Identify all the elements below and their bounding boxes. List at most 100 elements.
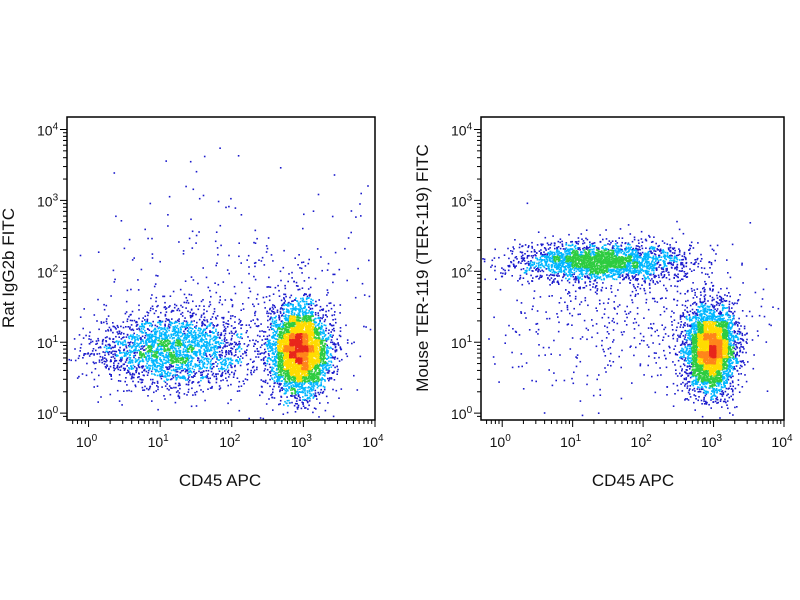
- density-dot: [215, 316, 217, 319]
- density-dot: [264, 379, 267, 382]
- density-dot: [199, 371, 202, 374]
- density-dot: [169, 359, 172, 362]
- density-dot: [224, 358, 226, 361]
- density-dot: [327, 362, 329, 365]
- density-dot: [282, 350, 284, 353]
- density-dot: [195, 234, 198, 237]
- density-dot: [110, 295, 112, 297]
- density-dot: [141, 381, 144, 383]
- density-dot: [185, 379, 187, 381]
- density-dot: [327, 372, 330, 374]
- density-dot: [145, 340, 147, 342]
- density-dot: [164, 313, 167, 316]
- density-dot: [192, 351, 194, 353]
- density-dot: [110, 359, 112, 361]
- density-dot: [152, 346, 155, 348]
- density-dot: [138, 327, 140, 330]
- density-dot: [128, 342, 131, 344]
- density-dot: [334, 318, 337, 321]
- density-dot: [200, 389, 202, 391]
- density-dot: [145, 322, 147, 325]
- density-dot: [310, 298, 312, 301]
- density-dot: [276, 364, 278, 367]
- density-dot: [162, 330, 164, 333]
- density-dot: [183, 354, 186, 356]
- density-dot: [145, 358, 148, 360]
- density-dot: [114, 346, 116, 348]
- density-dot: [174, 373, 177, 376]
- density-dot: [197, 359, 199, 362]
- density-dot: [148, 368, 151, 371]
- density-dot: [191, 367, 194, 370]
- density-dot: [198, 345, 200, 348]
- density-dot: [252, 319, 254, 321]
- density-dot: [283, 298, 286, 300]
- density-dot: [294, 382, 297, 384]
- density-dot: [324, 375, 326, 377]
- density-dot: [129, 326, 131, 328]
- density-dot: [167, 325, 170, 327]
- density-dot: [150, 334, 153, 337]
- density-dot: [172, 337, 174, 339]
- density-dot: [186, 327, 189, 329]
- density-dot: [215, 378, 218, 381]
- density-dot: [294, 411, 297, 413]
- density-dot: [313, 360, 315, 362]
- density-dot: [284, 284, 286, 287]
- density-dot: [74, 348, 76, 350]
- density-dot: [145, 365, 147, 367]
- density-dot: [287, 374, 289, 377]
- density-dot: [307, 321, 310, 324]
- density-dot: [275, 371, 277, 374]
- density-dot: [306, 378, 309, 380]
- density-dot: [277, 375, 279, 377]
- density-dot: [284, 389, 287, 392]
- density-dot: [177, 366, 180, 369]
- density-dot: [323, 364, 325, 367]
- density-dot: [97, 401, 99, 403]
- density-dot: [351, 342, 353, 345]
- density-dot: [143, 355, 146, 357]
- density-dot: [165, 311, 168, 313]
- density-dot: [281, 386, 283, 389]
- density-dot: [160, 359, 163, 361]
- density-dot: [246, 349, 248, 351]
- density-dot: [154, 340, 157, 343]
- density-dot: [103, 303, 105, 306]
- density-dot: [265, 251, 268, 253]
- density-dot: [274, 357, 276, 360]
- density-dot: [199, 359, 201, 362]
- density-dot: [283, 297, 285, 299]
- density-dot: [303, 324, 305, 326]
- density-dot: [175, 341, 177, 344]
- density-dot: [222, 342, 225, 345]
- density-dot: [155, 296, 158, 299]
- density-dot: [131, 375, 133, 378]
- density-dot: [184, 360, 187, 363]
- density-dot: [340, 348, 342, 351]
- density-dot: [209, 360, 212, 363]
- density-dot: [299, 399, 302, 401]
- density-dot: [290, 312, 293, 315]
- density-dot: [119, 349, 121, 352]
- density-dot: [174, 328, 176, 331]
- density-dot: [78, 334, 81, 336]
- density-dot: [319, 317, 322, 319]
- density-dot: [154, 351, 156, 354]
- density-dot: [265, 245, 268, 247]
- density-dot: [235, 349, 237, 351]
- density-dot: [146, 311, 148, 313]
- density-dot: [176, 350, 179, 352]
- density-dot: [329, 364, 332, 366]
- density-dot: [314, 392, 317, 394]
- density-dot: [288, 373, 290, 376]
- density-dot: [166, 387, 169, 390]
- density-dot: [267, 353, 270, 355]
- density-dot: [168, 195, 171, 198]
- density-dot: [217, 200, 220, 203]
- density-dot: [280, 380, 282, 382]
- density-dot: [287, 339, 290, 341]
- density-dot: [102, 358, 104, 360]
- density-dot: [167, 342, 170, 344]
- density-dot: [188, 357, 191, 359]
